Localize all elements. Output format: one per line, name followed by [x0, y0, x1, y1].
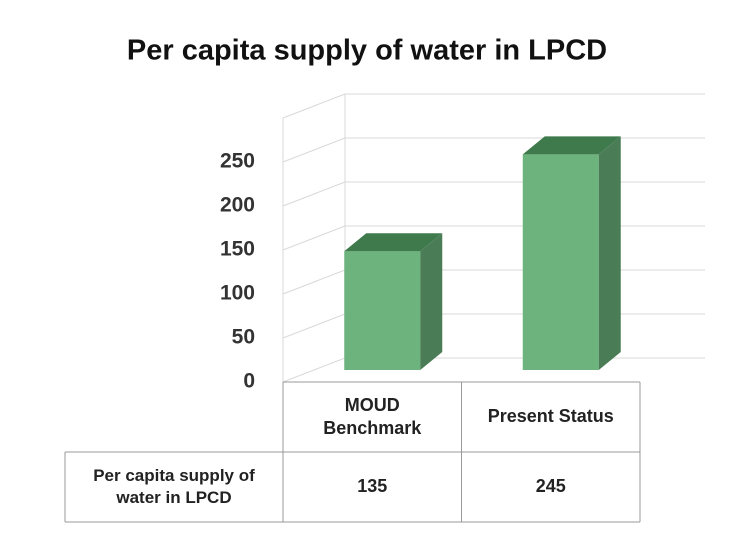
y-tick-label: 200	[220, 194, 255, 217]
y-tick-label: 100	[220, 282, 255, 305]
grid-line	[282, 269, 346, 295]
category-label: Present Status	[487, 406, 614, 427]
grid-line	[282, 225, 346, 251]
y-tick-label: 50	[232, 326, 255, 349]
y-tick-label: 250	[220, 150, 255, 173]
grid-line	[282, 357, 346, 383]
table-value: 245	[535, 476, 566, 497]
y-tick-label: 150	[220, 238, 255, 261]
category-label: MOUD Benchmark	[323, 394, 422, 438]
bar	[522, 154, 599, 370]
grid-line	[282, 181, 346, 207]
y-tick-label: 0	[243, 370, 255, 393]
grid-line	[282, 137, 346, 163]
bar-top	[522, 136, 621, 155]
grid-line	[282, 313, 346, 339]
bar-side	[598, 136, 621, 370]
side-wall-edge	[282, 93, 346, 119]
table-row-label: Per capita supply of water in LPCD	[93, 465, 255, 507]
bar-top	[344, 233, 443, 252]
chart-title: Per capita supply of water in LPCD	[127, 35, 607, 67]
bar	[344, 251, 421, 370]
bar-side	[420, 233, 443, 370]
table-value: 135	[357, 476, 388, 497]
